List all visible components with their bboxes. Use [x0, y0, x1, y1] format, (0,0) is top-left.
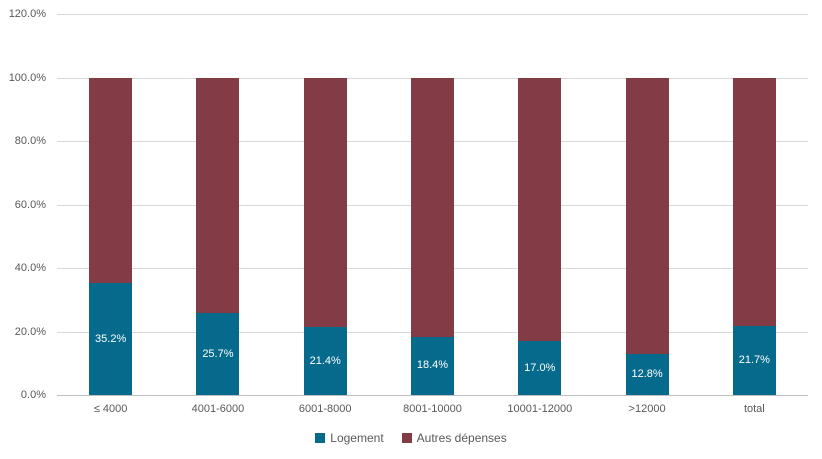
bar-segment-logement	[303, 327, 347, 395]
legend-item-logement: Logement	[315, 431, 384, 445]
bar-segment-autres-d-penses	[89, 77, 133, 284]
bar-segment-logement	[411, 336, 454, 395]
bar-data-label: 35.2%	[95, 332, 127, 345]
bar-segment-autres-d-penses	[732, 77, 776, 327]
x-category-label: total	[743, 403, 765, 415]
bar-group: 17.0%	[518, 0, 562, 395]
legend-swatch-icon	[401, 433, 412, 443]
bar-segment-autres-d-penses	[196, 77, 240, 314]
y-tick-label: 60.0%	[14, 198, 46, 211]
bar-segment-logement	[89, 283, 133, 395]
x-category-label: 8001-10000	[403, 403, 462, 415]
bar-group: 25.7%	[196, 0, 240, 395]
bar-segment-autres-d-penses	[625, 77, 669, 355]
y-tick-label: 20.0%	[14, 325, 46, 338]
bar-group: 21.4%	[303, 0, 347, 395]
bar-data-label: 18.4%	[416, 359, 449, 372]
y-tick-label: 80.0%	[14, 135, 46, 147]
bar-segment-logement	[518, 341, 562, 395]
bar-group: 35.2%	[89, 0, 133, 395]
bar-segment-logement	[625, 354, 669, 395]
bar-data-label: 25.7%	[202, 347, 234, 360]
y-tick-label: 100.0%	[8, 71, 46, 84]
y-tick-label: 40.0%	[14, 262, 46, 274]
legend-label: Autres dépenses	[416, 431, 507, 445]
y-tick-label: 0.0%	[20, 389, 46, 401]
chart-legend: Logement Autres dépenses	[0, 431, 822, 445]
x-category-label: 10001-12000	[507, 403, 573, 415]
bar-group: 21.7%	[732, 0, 776, 395]
bar-segment-autres-d-penses	[411, 77, 454, 337]
x-category-label: >12000	[628, 403, 666, 415]
legend-label: Logement	[330, 431, 384, 445]
bar-data-label: 21.7%	[738, 354, 770, 367]
bar-segment-autres-d-penses	[518, 77, 562, 342]
bar-data-label: 12.8%	[631, 368, 663, 381]
bar-segment-autres-d-penses	[303, 77, 347, 328]
x-category-label: 6001-8000	[298, 403, 352, 415]
bar-segment-logement	[732, 326, 776, 395]
gridline	[57, 14, 808, 15]
bar-segment-logement	[196, 313, 240, 395]
bar-data-label: 17.0%	[524, 361, 556, 374]
y-tick-label: 120.0%	[8, 8, 46, 20]
x-category-label: 4001-6000	[191, 403, 245, 415]
x-category-label: ≤ 4000	[93, 403, 128, 415]
legend-item-autres-d-penses: Autres dépenses	[401, 431, 507, 445]
x-axis-line	[57, 395, 808, 396]
bar-group: 12.8%	[625, 0, 669, 395]
bar-data-label: 21.4%	[309, 354, 341, 367]
bar-group: 18.4%	[411, 0, 454, 395]
legend-swatch-icon	[315, 433, 326, 443]
